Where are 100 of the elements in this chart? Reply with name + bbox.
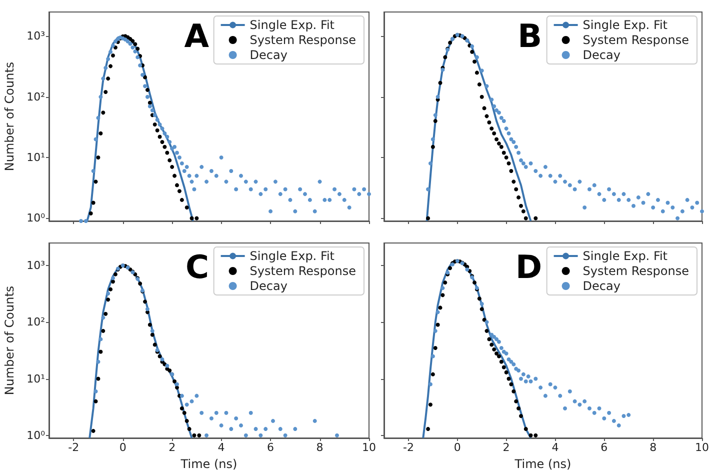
legend-label: Single Exp. Fit: [250, 18, 335, 32]
point: [480, 307, 484, 312]
point: [502, 150, 506, 155]
point: [177, 189, 182, 194]
point: [521, 209, 526, 214]
point: [526, 374, 530, 378]
point: [160, 357, 164, 362]
point: [111, 276, 115, 280]
point: [509, 382, 514, 386]
point: [528, 433, 533, 438]
point: [480, 94, 484, 99]
point: [113, 272, 118, 276]
point: [482, 106, 486, 110]
point: [168, 158, 172, 162]
point: [490, 332, 494, 337]
point: [244, 433, 248, 438]
point: [436, 322, 440, 327]
point: [278, 426, 282, 431]
point: [616, 423, 621, 428]
x-tick-label: 0: [454, 441, 461, 454]
point: [433, 118, 438, 123]
annotation: B: [518, 17, 542, 55]
y-tick-label: 10¹: [26, 151, 45, 164]
point: [138, 282, 142, 286]
point: [152, 342, 157, 347]
point: [430, 372, 435, 376]
point: [477, 82, 482, 86]
point: [612, 418, 616, 423]
point: [428, 402, 432, 407]
point: [592, 410, 596, 415]
point: [521, 372, 526, 376]
point: [563, 406, 568, 410]
point: [622, 414, 626, 418]
legend-label: Single Exp. Fit: [250, 249, 335, 263]
point: [474, 70, 479, 75]
point: [433, 328, 438, 333]
point: [607, 410, 612, 415]
point: [175, 183, 179, 188]
point: [136, 46, 140, 51]
point: [538, 386, 543, 390]
point: [98, 350, 103, 354]
point: [133, 42, 138, 46]
point: [553, 386, 558, 390]
point: [484, 114, 489, 118]
point: [106, 76, 110, 81]
point: [168, 368, 172, 373]
legend-label: Decay: [250, 48, 288, 62]
point: [184, 402, 189, 407]
point: [448, 266, 452, 270]
point: [187, 426, 192, 431]
point: [101, 328, 106, 333]
point: [192, 433, 196, 438]
point: [506, 357, 511, 362]
annotation: C: [186, 248, 209, 286]
point: [148, 322, 152, 327]
legend-label: System Response: [582, 33, 690, 47]
point: [472, 60, 477, 64]
point: [602, 416, 606, 420]
point: [534, 216, 538, 220]
x-tick-label: 4: [218, 441, 225, 454]
point: [94, 180, 98, 184]
point: [106, 292, 110, 296]
point: [204, 433, 209, 438]
point: [499, 144, 504, 149]
point: [506, 376, 511, 381]
point: [254, 426, 258, 431]
y-tick-label: 10²: [26, 90, 45, 104]
point: [172, 174, 177, 178]
point: [524, 216, 528, 220]
legend-label: Single Exp. Fit: [582, 18, 668, 32]
point: [180, 198, 184, 202]
point: [248, 410, 253, 415]
point: [518, 204, 523, 208]
point: [426, 426, 430, 431]
legend-label: System Response: [250, 264, 356, 278]
y-axis-title: Number of Counts: [2, 62, 17, 172]
point: [108, 287, 113, 292]
point: [490, 342, 494, 347]
point: [111, 280, 115, 284]
y-tick-label: 10³: [26, 259, 45, 272]
x-tick-label: -2: [68, 441, 80, 454]
point: [150, 332, 154, 337]
point: [484, 328, 489, 333]
point: [94, 399, 98, 404]
point: [104, 312, 108, 316]
point: [145, 88, 150, 92]
point: [197, 433, 202, 438]
point: [162, 144, 167, 149]
point: [430, 354, 435, 358]
point: [572, 399, 577, 404]
point: [502, 365, 506, 370]
point: [512, 389, 516, 394]
point: [524, 379, 528, 384]
point: [534, 376, 538, 381]
x-tick-label: 10: [362, 441, 376, 454]
point: [293, 426, 298, 431]
point: [239, 423, 243, 428]
point: [264, 426, 268, 431]
legend-label: System Response: [582, 264, 690, 278]
point: [440, 293, 445, 298]
